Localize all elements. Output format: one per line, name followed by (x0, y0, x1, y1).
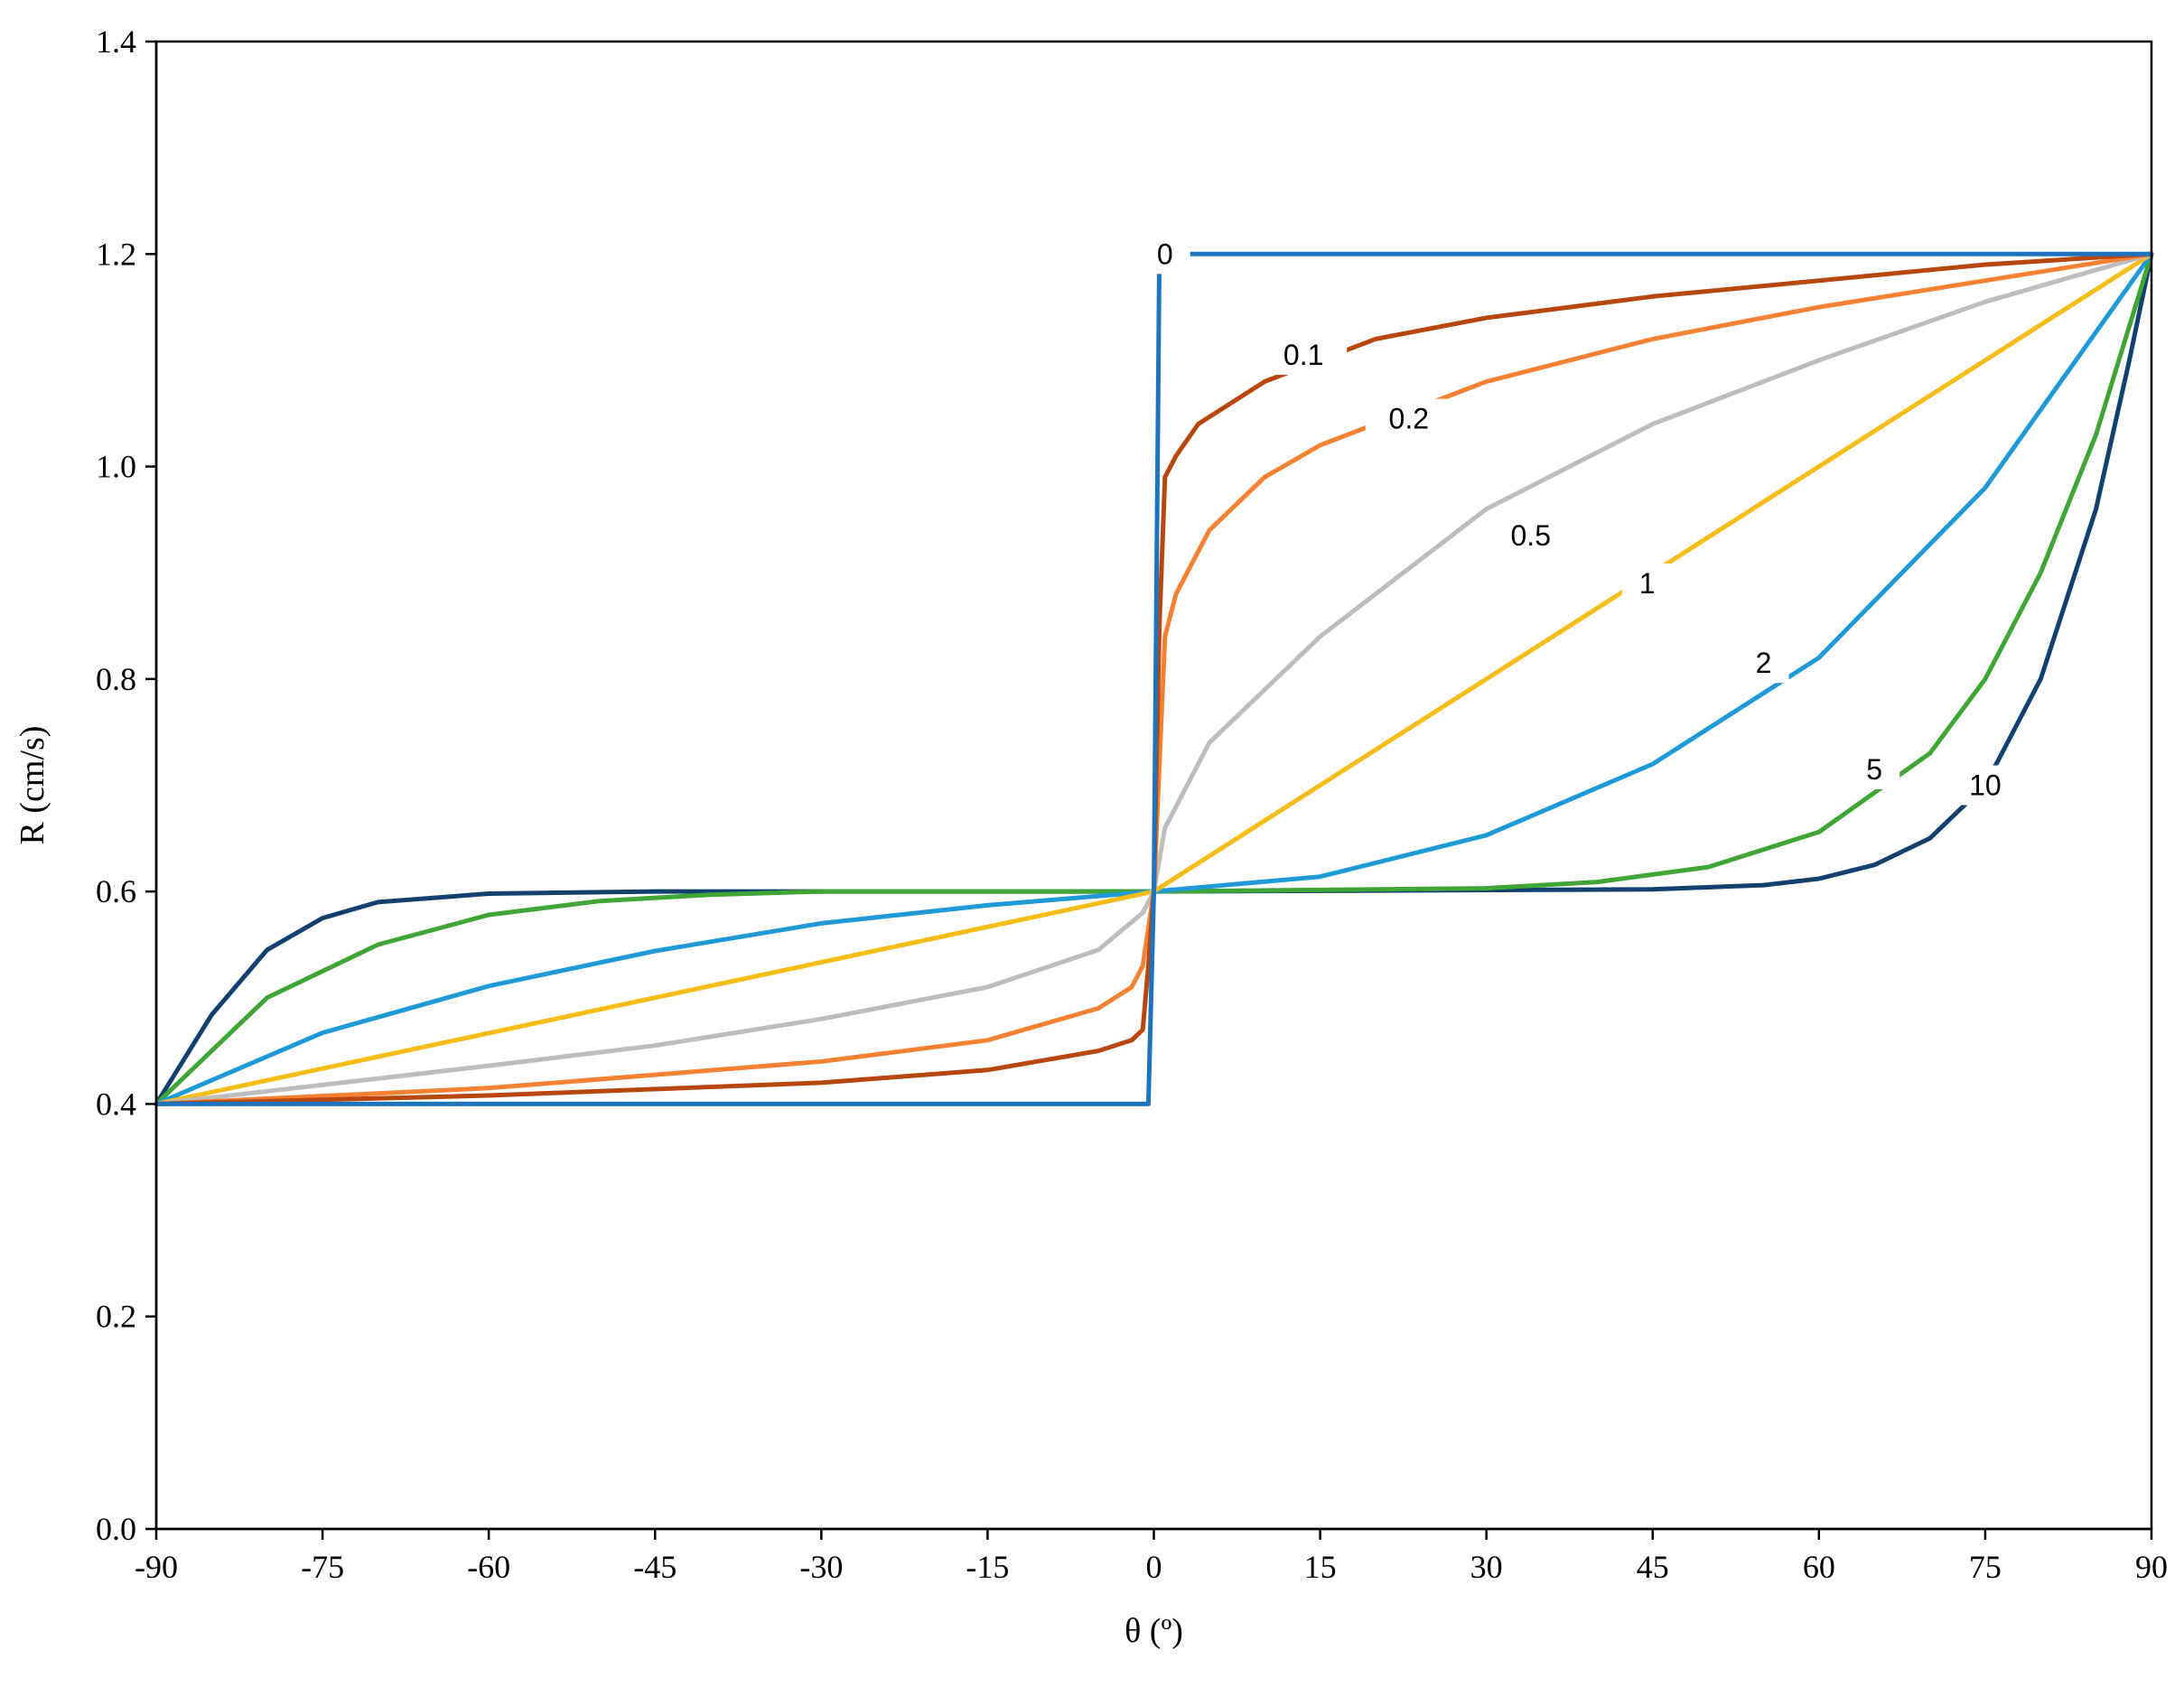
y-tick-label: 1.4 (96, 23, 136, 60)
axes-layer: 0.0 0.2 0.4 0.6 0.8 1.0 1.2 1.4 -90 -75 -60 -45 -30 -… (96, 23, 2168, 1585)
y-tick-label: 0.6 (96, 873, 136, 909)
series-label-background (1950, 765, 2020, 806)
y-tick-label: 0.2 (96, 1299, 136, 1335)
x-tick-label: -30 (799, 1549, 843, 1585)
x-tick-label: 90 (2135, 1549, 2168, 1585)
x-tick-label: -90 (135, 1549, 178, 1585)
y-axis-title: R (cm/s) (14, 726, 51, 845)
series-label-2: 0.2 (1389, 403, 1429, 435)
x-tick-label: -75 (301, 1549, 344, 1585)
series-label-5: 2 (1756, 647, 1772, 679)
series-label-background (1365, 398, 1452, 439)
series-label-3: 0.5 (1511, 519, 1551, 552)
series-label-7: 10 (1969, 769, 2002, 802)
series-line-6 (154, 251, 2154, 1106)
x-tick-label: -45 (633, 1549, 677, 1585)
x-tick-label: 60 (1803, 1549, 1835, 1585)
y-tick-label: 0.4 (96, 1086, 136, 1122)
series-line-7 (154, 251, 2154, 1106)
series-label-background (1621, 563, 1673, 603)
y-tick-label: 0.8 (96, 661, 136, 697)
x-tick-label: 45 (1637, 1549, 1669, 1585)
x-tick-label: 15 (1304, 1549, 1337, 1585)
series-label-1: 0.1 (1283, 339, 1323, 371)
x-tick-label: -15 (966, 1549, 1009, 1585)
series-label-0: 0 (1157, 238, 1173, 270)
series-label-layer: 0 0.1 0.2 0.5 1 2 5 10 (1139, 234, 2020, 806)
x-axis-title: θ (º) (1125, 1612, 1183, 1650)
x-tick-label: 75 (1969, 1549, 2002, 1585)
series-line-1 (154, 251, 2154, 1106)
y-tick-label: 0.0 (96, 1511, 136, 1547)
y-tick-label: 1.2 (96, 236, 136, 272)
series-line-0 (154, 251, 2154, 1106)
series-label-background (1139, 234, 1190, 275)
series-label-background (1849, 749, 1900, 789)
series-label-background (1260, 335, 1348, 376)
series-line-5 (154, 251, 2154, 1106)
y-tick-label: 1.0 (96, 449, 136, 485)
series-label-background (1738, 643, 1789, 684)
x-tick-label: 30 (1470, 1549, 1503, 1585)
series-layer (154, 251, 2154, 1106)
x-tick-label: -60 (467, 1549, 510, 1585)
series-label-4: 1 (1639, 567, 1656, 600)
x-tick-label: 0 (1146, 1549, 1162, 1585)
series-label-background (1487, 516, 1574, 556)
series-label-6: 5 (1866, 753, 1882, 786)
